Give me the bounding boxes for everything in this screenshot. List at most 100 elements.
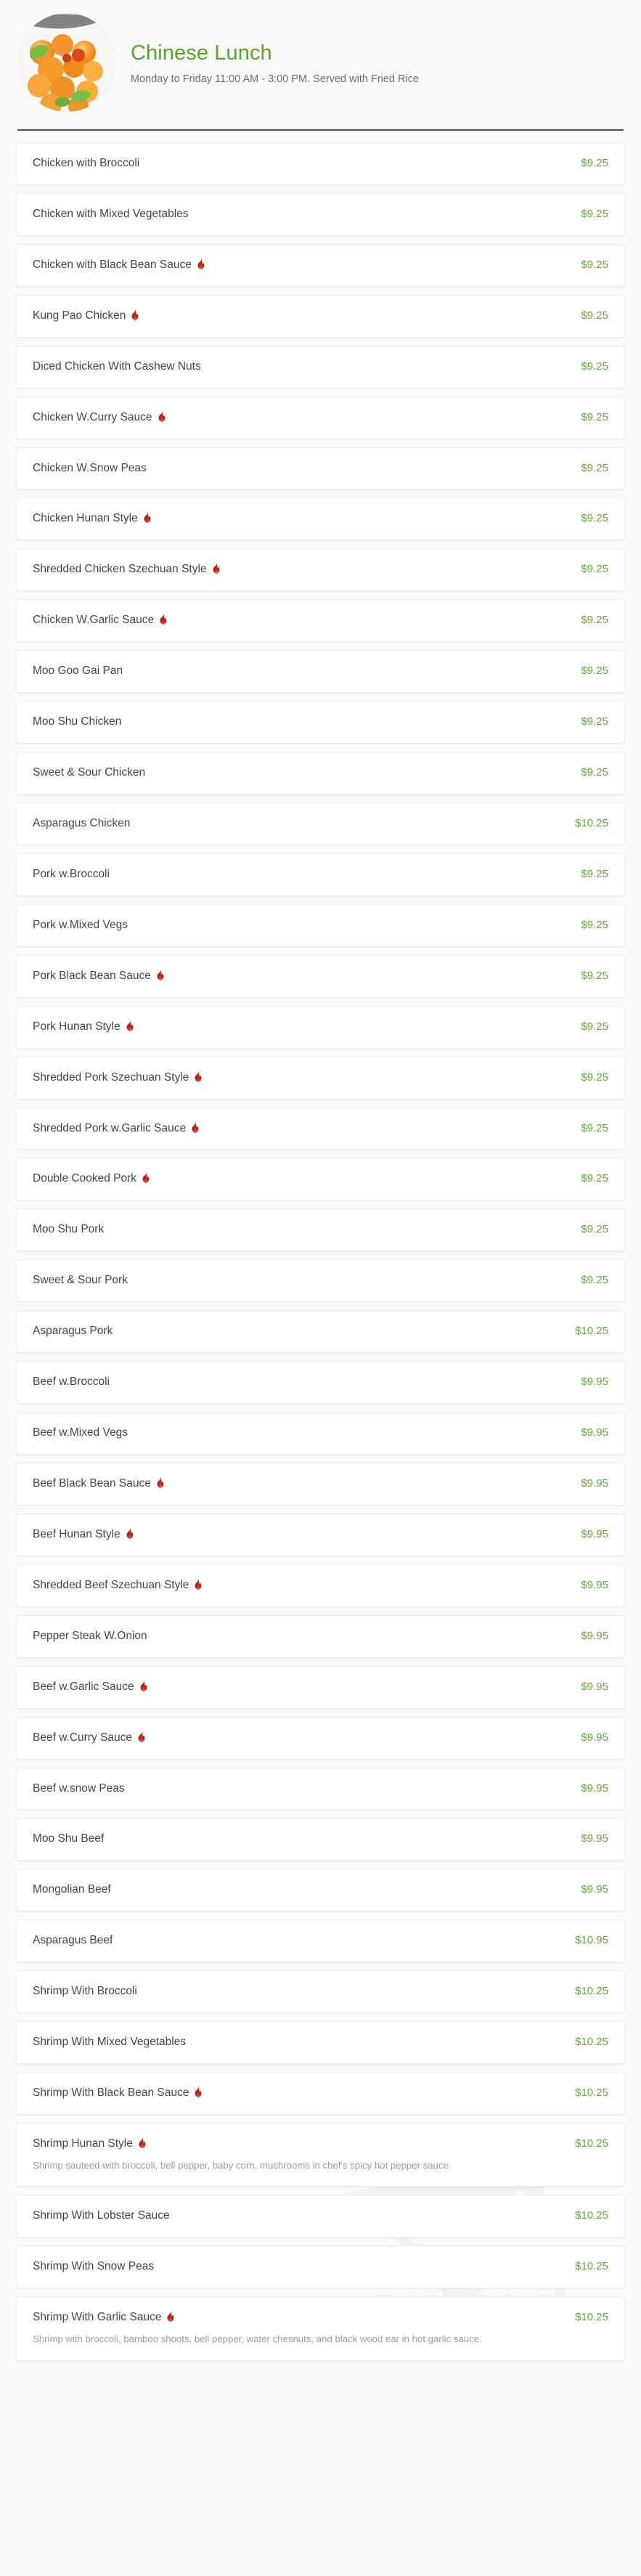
menu-item[interactable]: Moo Shu Pork $9.25 bbox=[16, 1208, 625, 1252]
menu-item[interactable]: Asparagus Beef $10.95 bbox=[16, 1919, 625, 1963]
menu-item[interactable]: Shredded Pork Szechuan Style $9.25 bbox=[16, 1056, 625, 1100]
menu-item-label: Chicken with Broccoli bbox=[33, 157, 140, 169]
menu-item[interactable]: Moo Shu Chicken $9.25 bbox=[16, 701, 625, 744]
menu-item-row: Beef w.Broccoli $9.95 bbox=[33, 1375, 608, 1390]
menu-item[interactable]: Chicken with Mixed Vegetables $9.25 bbox=[16, 192, 625, 236]
menu-item-label: Pork Hunan Style bbox=[33, 1020, 121, 1033]
spicy-flame-icon bbox=[190, 1121, 200, 1133]
menu-item[interactable]: Sweet & Sour Chicken $9.25 bbox=[16, 752, 625, 795]
menu-item[interactable]: Pepper Steak W.Onion $9.95 bbox=[16, 1614, 625, 1658]
menu-item[interactable]: Shredded Pork w.Garlic Sauce $9.25 bbox=[16, 1107, 625, 1150]
menu-item-label: Moo Shu Beef bbox=[33, 1832, 105, 1845]
menu-item-row: Chicken Hunan Style $9.25 bbox=[33, 511, 608, 527]
menu-item[interactable]: Beef w.Mixed Vegs $9.95 bbox=[16, 1412, 625, 1455]
menu-item[interactable]: Asparagus Pork $10.25 bbox=[16, 1310, 625, 1354]
menu-item[interactable]: Mongolian Beef $9.95 bbox=[16, 1869, 625, 1912]
menu-item-label: Kung Pao Chicken bbox=[33, 309, 126, 322]
spicy-flame-icon bbox=[211, 562, 221, 574]
menu-item-row: Shredded Beef Szechuan Style $9.95 bbox=[33, 1578, 608, 1593]
menu-item-name: Shrimp With Garlic Sauce bbox=[33, 2310, 175, 2325]
menu-item-name: Beef w.Garlic Sauce bbox=[33, 1679, 148, 1695]
menu-item-row: Asparagus Chicken $10.25 bbox=[33, 816, 608, 832]
menu-item[interactable]: Asparagus Chicken $10.25 bbox=[16, 802, 625, 845]
menu-item[interactable]: Sweet & Sour Pork $9.25 bbox=[16, 1259, 625, 1303]
menu-item-name: Pepper Steak W.Onion bbox=[33, 1629, 147, 1644]
menu-item[interactable]: Shredded Beef Szechuan Style $9.95 bbox=[16, 1564, 625, 1607]
menu-item-row: Chicken W.Snow Peas $9.25 bbox=[33, 461, 608, 476]
menu-item[interactable]: Shrimp With Black Bean Sauce $10.25 bbox=[16, 2072, 625, 2115]
menu-item[interactable]: Double Cooked Pork $9.25 bbox=[16, 1158, 625, 1201]
menu-item[interactable]: Shrimp With Lobster Sauce $10.25 bbox=[16, 2195, 625, 2238]
menu-item-name: Shrimp With Black Bean Sauce bbox=[33, 2086, 203, 2101]
menu-item-name: Moo Shu Pork bbox=[33, 1222, 104, 1238]
menu-item[interactable]: Chicken W.Curry Sauce $9.25 bbox=[16, 396, 625, 439]
menu-item[interactable]: Beef w.snow Peas $9.95 bbox=[16, 1767, 625, 1811]
menu-item-row: Shrimp With Lobster Sauce $10.25 bbox=[33, 2209, 608, 2224]
menu-item[interactable]: Moo Goo Gai Pan $9.25 bbox=[16, 650, 625, 694]
menu-item-row: Chicken with Mixed Vegetables $9.25 bbox=[33, 207, 608, 222]
menu-item-price: $9.25 bbox=[581, 867, 608, 880]
menu-item-price: $9.25 bbox=[581, 614, 608, 627]
menu-item[interactable]: Shrimp With Broccoli $10.25 bbox=[16, 1970, 625, 2014]
menu-item-price: $10.25 bbox=[575, 1985, 608, 1998]
menu-item-price: $9.25 bbox=[581, 1223, 608, 1236]
menu-item[interactable]: Shrimp Hunan Style $10.25 Shrimp sauteed… bbox=[16, 2122, 625, 2187]
menu-item[interactable]: Chicken Hunan Style $9.25 bbox=[16, 497, 625, 541]
menu-item-price: $9.25 bbox=[581, 1121, 608, 1134]
menu-item[interactable]: Beef Hunan Style $9.95 bbox=[16, 1513, 625, 1556]
menu-item-label: Beef w.snow Peas bbox=[33, 1781, 125, 1795]
menu-item-label: Beef w.Garlic Sauce bbox=[33, 1680, 134, 1693]
menu-item-price: $9.25 bbox=[581, 715, 608, 728]
menu-item-price: $9.95 bbox=[581, 1832, 608, 1845]
menu-item-name: Chicken with Black Bean Sauce bbox=[33, 258, 205, 273]
menu-item[interactable]: Chicken with Black Bean Sauce $9.25 bbox=[16, 243, 625, 287]
menu-item-label: Moo Shu Pork bbox=[33, 1223, 105, 1236]
menu-item[interactable]: Shrimp With Mixed Vegetables $10.25 bbox=[16, 2021, 625, 2065]
menu-item-price: $9.95 bbox=[581, 1680, 608, 1693]
menu-item-label: Asparagus Chicken bbox=[33, 816, 131, 829]
menu-item-name: Chicken with Mixed Vegetables bbox=[33, 207, 189, 222]
menu-item[interactable]: Chicken W.Snow Peas $9.25 bbox=[16, 447, 625, 490]
menu-item[interactable]: Pork Black Bean Sauce $9.25 bbox=[16, 954, 625, 998]
menu-item-label: Chicken Hunan Style bbox=[33, 512, 138, 525]
menu-item[interactable]: Kung Pao Chicken $9.25 bbox=[16, 294, 625, 338]
menu-item-name: Chicken Hunan Style bbox=[33, 511, 152, 527]
menu-item-price: $9.95 bbox=[581, 1376, 608, 1389]
menu-item-label: Shrimp With Snow Peas bbox=[33, 2260, 155, 2273]
menu-item-description: Shrimp sauteed with broccoli, bell peppe… bbox=[33, 2159, 452, 2171]
menu-item[interactable]: Pork w.Mixed Vegs $9.25 bbox=[16, 903, 625, 947]
spicy-flame-icon bbox=[136, 1730, 146, 1742]
menu-item[interactable]: Beef w.Curry Sauce $9.95 bbox=[16, 1716, 625, 1760]
menu-item[interactable]: Chicken W.Garlic Sauce $9.25 bbox=[16, 599, 625, 643]
menu-item[interactable]: Moo Shu Beef $9.95 bbox=[16, 1818, 625, 1861]
menu-item-row: Shredded Chicken Szechuan Style $9.25 bbox=[33, 562, 608, 577]
menu-item[interactable]: Pork w.Broccoli $9.25 bbox=[16, 853, 625, 896]
menu-item-row: Shrimp With Broccoli $10.25 bbox=[33, 1984, 608, 1999]
menu-item[interactable]: Beef w.Garlic Sauce $9.95 bbox=[16, 1665, 625, 1709]
menu-item-label: Moo Shu Chicken bbox=[33, 715, 122, 728]
menu-item-price: $10.25 bbox=[575, 2209, 608, 2222]
menu-item[interactable]: Chicken with Broccoli $9.25 bbox=[16, 142, 625, 185]
menu-item[interactable]: Shrimp With Garlic Sauce $10.25 Shrimp w… bbox=[16, 2296, 625, 2361]
menu-item-label: Shrimp With Broccoli bbox=[33, 1985, 137, 1998]
menu-item-name: Beef w.Mixed Vegs bbox=[33, 1426, 128, 1441]
spicy-flame-icon bbox=[158, 613, 168, 625]
menu-item[interactable]: Shrimp With Snow Peas $10.25 bbox=[16, 2246, 625, 2289]
menu-item-row: Kung Pao Chicken $9.25 bbox=[33, 309, 608, 324]
menu-item[interactable]: Beef w.Broccoli $9.95 bbox=[16, 1361, 625, 1405]
spicy-flame-icon bbox=[141, 1171, 150, 1184]
menu-item-name: Moo Shu Beef bbox=[33, 1832, 104, 1847]
menu-item-label: Shrimp With Black Bean Sauce bbox=[33, 2087, 189, 2100]
menu-item-label: Chicken W.Curry Sauce bbox=[33, 410, 152, 423]
menu-item-row: Pork Hunan Style $9.25 bbox=[33, 1019, 608, 1035]
menu-item-row: Chicken with Broccoli $9.25 bbox=[33, 156, 608, 171]
menu-item[interactable]: Pork Hunan Style $9.25 bbox=[16, 1005, 625, 1049]
menu-item-row: Moo Shu Chicken $9.25 bbox=[33, 715, 608, 730]
menu-item[interactable]: Diced Chicken With Cashew Nuts $9.25 bbox=[16, 345, 625, 389]
menu-item[interactable]: Shredded Chicken Szechuan Style $9.25 bbox=[16, 548, 625, 592]
menu-item-label: Shredded Beef Szechuan Style bbox=[33, 1578, 189, 1591]
menu-item-price: $9.95 bbox=[581, 1883, 608, 1896]
menu-item[interactable]: Beef Black Bean Sauce $9.95 bbox=[16, 1462, 625, 1506]
menu-item-row: Shrimp With Mixed Vegetables $10.25 bbox=[33, 2035, 608, 2050]
menu-item-name: Pork Black Bean Sauce bbox=[33, 969, 165, 984]
